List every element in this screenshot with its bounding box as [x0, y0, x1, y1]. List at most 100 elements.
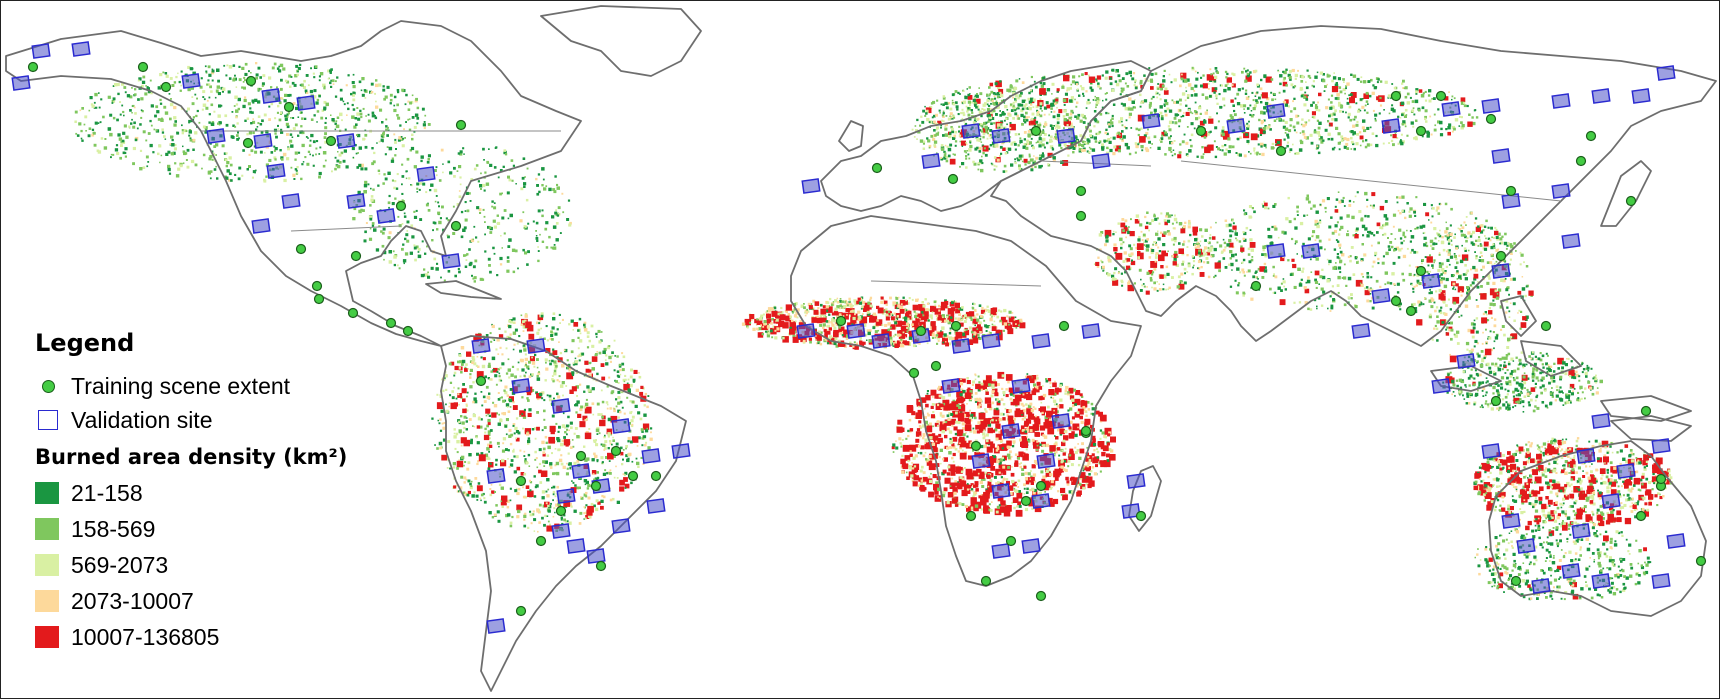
burned-area-pixel — [1442, 271, 1445, 274]
burned-area-pixel — [1283, 76, 1286, 80]
burned-area-pixel — [1220, 251, 1224, 254]
burned-area-pixel — [537, 314, 544, 321]
burned-area-pixel — [509, 388, 513, 391]
burned-area-pixel — [528, 360, 531, 364]
burned-area-pixel — [1364, 145, 1368, 149]
burned-area-pixel — [1406, 247, 1409, 250]
burned-area-pixel — [514, 426, 518, 431]
burned-area-pixel — [1416, 279, 1420, 283]
burned-area-pixel — [1318, 121, 1322, 125]
burned-area-pixel — [1112, 152, 1116, 156]
burned-area-pixel — [1454, 266, 1458, 269]
burned-area-pixel — [1289, 124, 1292, 127]
burned-area-pixel — [1072, 151, 1075, 154]
burned-area-pixel — [381, 244, 385, 248]
burned-area-pixel — [209, 170, 213, 173]
burned-area-pixel — [524, 512, 527, 515]
burned-area-pixel — [1208, 116, 1212, 119]
burned-area-pixel — [1106, 92, 1108, 94]
burned-area-pixel — [294, 168, 298, 171]
burned-area-pixel — [1032, 146, 1035, 150]
burned-area-pixel — [361, 77, 365, 81]
burned-area-pixel — [526, 324, 534, 332]
burned-area-pixel — [290, 144, 294, 148]
burned-area-pixel — [1330, 137, 1334, 141]
burned-area-pixel — [224, 114, 228, 118]
burned-area-pixel — [1222, 248, 1226, 252]
burned-area-pixel — [458, 459, 460, 462]
burned-area-pixel — [409, 149, 412, 152]
burned-area-pixel — [439, 217, 442, 220]
burned-area-pixel — [1487, 319, 1490, 322]
burned-area-pixel — [1086, 101, 1090, 105]
burned-area-pixel — [1469, 235, 1473, 238]
burned-area-pixel — [1306, 214, 1309, 216]
burned-area-pixel — [241, 174, 244, 177]
burned-area-pixel — [1476, 352, 1479, 356]
burned-area-pixel — [322, 83, 326, 88]
burned-area-pixel — [473, 397, 477, 401]
burned-area-pixel — [1252, 99, 1255, 102]
burned-area-pixel — [1433, 301, 1436, 304]
burned-area-pixel — [1474, 339, 1478, 343]
burned-area-pixel — [225, 176, 229, 180]
burned-area-pixel — [1390, 139, 1394, 143]
burned-area-pixel — [1324, 128, 1328, 132]
burned-area-pixel — [528, 465, 531, 467]
burned-area-pixel — [1453, 253, 1456, 255]
burned-area-pixel — [1081, 73, 1084, 76]
burned-area-pixel — [1210, 73, 1213, 76]
burned-area-pixel — [1285, 68, 1288, 71]
burned-area-pixel — [201, 108, 204, 111]
burned-area-pixel — [330, 79, 333, 82]
burned-area-pixel — [565, 385, 568, 387]
burned-area-pixel — [429, 189, 432, 192]
burned-area-pixel — [585, 398, 588, 401]
burned-area-pixel — [352, 156, 355, 159]
burned-area-pixel — [1524, 294, 1527, 298]
burned-area-pixel — [458, 366, 461, 370]
burned-area-pixel — [1247, 142, 1250, 145]
burned-area-pixel — [469, 200, 472, 202]
burned-area-pixel — [945, 134, 948, 137]
burned-area-pixel — [1018, 166, 1022, 170]
burned-area-pixel — [372, 160, 376, 164]
burned-area-pixel — [236, 138, 239, 141]
burned-area-pixel — [211, 158, 214, 161]
burned-area-pixel — [1445, 265, 1449, 268]
burned-area-pixel — [1117, 74, 1121, 78]
burned-area-pixel — [336, 116, 340, 119]
burned-area-pixel — [404, 237, 407, 241]
burned-area-pixel — [1125, 127, 1128, 130]
burned-area-pixel — [1058, 109, 1063, 114]
burned-area-pixel — [1150, 86, 1154, 90]
burned-area-pixel — [552, 490, 556, 494]
burned-area-pixel — [1263, 75, 1267, 79]
burned-area-pixel — [1436, 206, 1440, 210]
burned-area-pixel — [1378, 112, 1381, 115]
burned-area-pixel — [579, 383, 582, 386]
burned-area-pixel — [280, 156, 284, 160]
burned-area-pixel — [396, 264, 399, 267]
burned-area-pixel — [1078, 94, 1081, 97]
burned-area-pixel — [1466, 286, 1469, 289]
burned-area-pixel — [1327, 120, 1330, 123]
burned-area-pixel — [1134, 86, 1138, 90]
burned-area-pixel — [509, 406, 512, 408]
burned-area-pixel — [279, 87, 283, 91]
burned-area-pixel — [1456, 261, 1459, 265]
burned-area-pixel — [479, 211, 482, 214]
burned-area-pixel — [189, 67, 193, 71]
burned-area-pixel — [1039, 98, 1042, 101]
burned-area-pixel — [1282, 70, 1285, 73]
burned-area-pixel — [1486, 313, 1488, 316]
burned-area-pixel — [1194, 110, 1197, 113]
burned-area-pixel — [451, 396, 455, 400]
burned-area-pixel — [523, 518, 526, 521]
burned-area-pixel — [479, 497, 482, 500]
burned-area-pixel — [1200, 84, 1203, 88]
burned-area-pixel — [364, 230, 367, 234]
burned-area-pixel — [473, 425, 476, 428]
burned-area-pixel — [1337, 191, 1340, 193]
burned-area-pixel — [522, 325, 526, 329]
